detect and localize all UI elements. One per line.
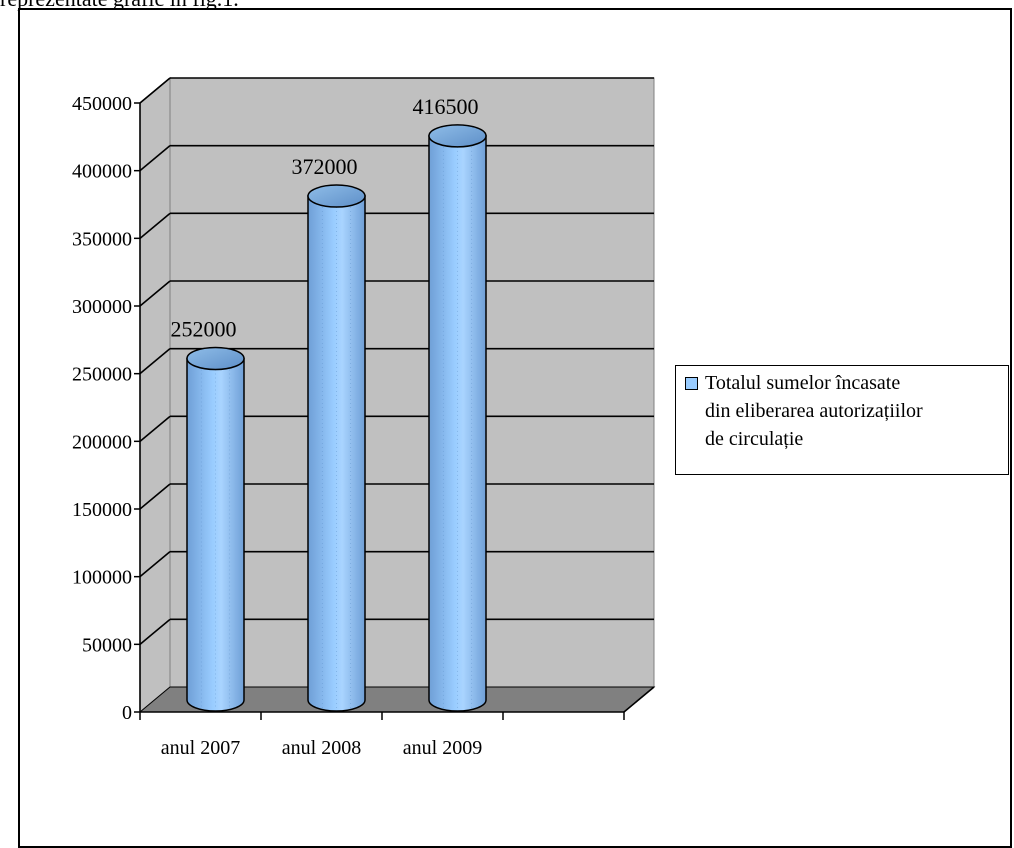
legend-line: Totalul sumelor încasate [705,372,901,394]
legend-line: de circulație [705,428,804,450]
legend-swatch [685,377,698,390]
y-tick-label: 50000 [82,634,132,656]
y-tick-label: 200000 [72,431,132,453]
y-tick-label: 400000 [72,161,132,183]
top-depth-line [139,77,171,104]
data-label: 252000 [171,316,237,341]
y-tick-label: 450000 [72,93,132,115]
data-label: 416500 [413,94,479,119]
side-wall [139,76,171,714]
bar-body [307,195,366,712]
gridline-depth [139,145,171,172]
x-tick-label: anul 2008 [282,737,361,759]
gridline-depth [139,280,171,307]
bar [186,346,245,712]
y-axis-tick-labels: 0 50000 100000 150000 200000 250000 300000 3500… [72,93,132,724]
y-tick-label: 300000 [72,296,132,318]
bar [428,124,487,712]
bar-top [428,124,487,148]
legend-label: Totalul sumelor încasate din eliberarea … [705,369,1005,453]
gridline-depth [139,618,171,645]
bar-top [307,184,366,208]
gridlines [139,77,654,645]
gridline-depth [139,415,171,442]
gridline-depth [139,212,171,239]
y-tick-label: 100000 [72,567,132,589]
bar [307,184,366,712]
y-tick-label: 0 [122,702,132,724]
x-tick-label: anul 2007 [161,737,240,759]
x-axis-tick-labels: anul 2007 anul 2008 anul 2009 [161,737,482,759]
y-tick-label: 150000 [72,499,132,521]
bar-body [186,357,245,712]
x-axis-depth-line [623,686,655,713]
chart-walls [138,76,656,714]
y-tick-label: 350000 [72,228,132,250]
y-tick-label: 250000 [72,364,132,386]
gridline-depth [139,551,171,578]
legend: Totalul sumelor încasate din eliberarea … [675,365,1009,475]
gridline-depth [139,348,171,375]
x-tick-label: anul 2009 [403,737,482,759]
gridline-depth [139,483,171,510]
bar-top [186,346,245,371]
legend-line: din eliberarea autorizațiilor [705,400,923,422]
data-label: 372000 [292,154,358,179]
axes [134,77,655,720]
data-labels: 252000 372000 416500 [171,94,479,342]
preceding-text-line: reprezentate grafic în fig.1. [0,0,239,12]
bars [186,124,487,712]
